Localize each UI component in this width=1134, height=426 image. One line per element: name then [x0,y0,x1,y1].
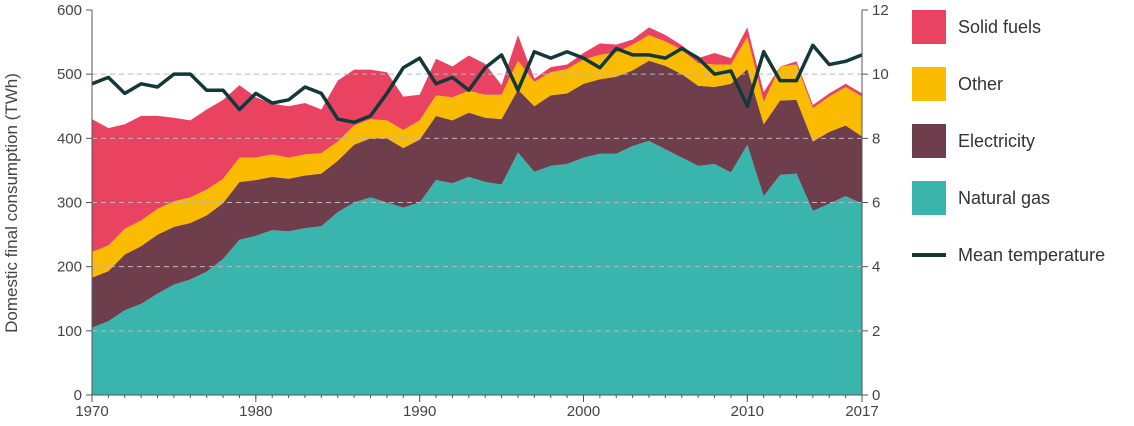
x-tick-label: 1970 [75,403,108,420]
x-tick-label: 2017 [845,403,878,420]
y2-tick-label: 0 [872,387,880,404]
legend-swatch [912,181,946,215]
y-tick-label: 300 [57,195,82,212]
y2-tick-label: 6 [872,195,880,212]
legend-label: Mean temperature [958,245,1105,265]
legend-item-solid-fuels: Solid fuels [912,10,1041,44]
y2-tick-label: 2 [872,323,880,340]
legend: Solid fuels Other Electricity Natural gas Me… [912,10,1105,265]
plot-area [92,27,862,395]
legend-item-natural-gas: Natural gas [912,181,1050,215]
y2-tick-label: 10 [872,66,889,83]
legend-label: Other [958,74,1003,94]
legend-item-other: Other [912,67,1003,101]
y-axis-title: Domestic final consumption (TWh) [2,73,21,333]
temperature-line-layer [91,43,863,125]
legend-label: Solid fuels [958,17,1041,37]
axes: 0 100 200 300 400 500 600 0 2 4 6 8 10 12 1970 1980 1990… [57,2,889,420]
x-tick-label: 1990 [403,403,436,420]
y-tick-label: 600 [57,2,82,19]
legend-swatch [912,10,946,44]
x-tick-label: 1980 [239,403,272,420]
y-tick-label: 100 [57,323,82,340]
y-tick-label: 200 [57,259,82,276]
y2-tick-label: 8 [872,130,880,147]
area-solid-fuels [92,27,862,252]
legend-label: Electricity [958,131,1035,151]
area-natural-gas [92,140,862,395]
x-tick-label: 2010 [731,403,764,420]
y2-tick-label: 12 [872,2,889,19]
legend-swatch [912,67,946,101]
y2-tick-label: 4 [872,259,880,276]
temperature-line [91,43,863,125]
legend-item-mean-temperature: Mean temperature [912,245,1105,265]
y-tick-label: 0 [74,387,82,404]
legend-label: Natural gas [958,188,1050,208]
area-electricity [92,60,862,328]
y-tick-label: 400 [57,130,82,147]
y-tick-label: 500 [57,66,82,83]
legend-swatch [912,124,946,158]
legend-item-electricity: Electricity [912,124,1035,158]
x-tick-label: 2000 [567,403,600,420]
